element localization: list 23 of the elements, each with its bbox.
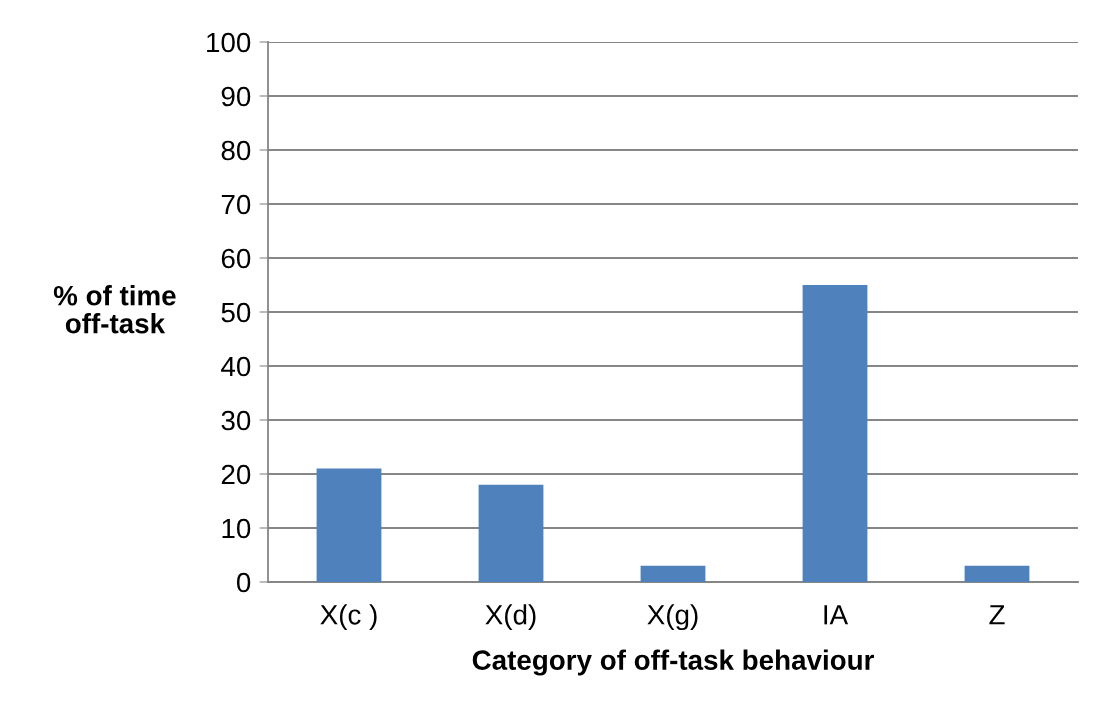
y-tick-label: 100	[207, 32, 251, 53]
bar	[478, 484, 544, 582]
bar	[316, 468, 382, 582]
y-tick-label: 40	[221, 356, 251, 377]
y-tick-label: 70	[221, 194, 251, 215]
bar	[964, 565, 1030, 582]
x-axis-title: Category of off-task behaviour	[472, 649, 875, 676]
y-tick-label: 0	[236, 572, 251, 593]
x-tick-label: X(c )	[320, 604, 377, 631]
bar	[640, 565, 706, 582]
y-tick-label: 80	[221, 140, 251, 161]
y-tick-label: 90	[221, 86, 251, 107]
bar	[802, 285, 868, 582]
y-tick-label: 30	[221, 410, 251, 431]
y-tick-label: 10	[222, 518, 251, 539]
y-axis-title: % of time off-task	[53, 285, 176, 334]
x-tick-label: X(d)	[485, 604, 536, 631]
y-tick-label: 20	[221, 464, 251, 485]
x-tick-label: IA	[824, 605, 849, 625]
y-tick-label: 60	[221, 248, 251, 269]
y-tick-label: 50	[221, 302, 251, 323]
x-tick-label: X(g)	[647, 604, 698, 631]
x-tick-label: Z	[989, 605, 1005, 625]
